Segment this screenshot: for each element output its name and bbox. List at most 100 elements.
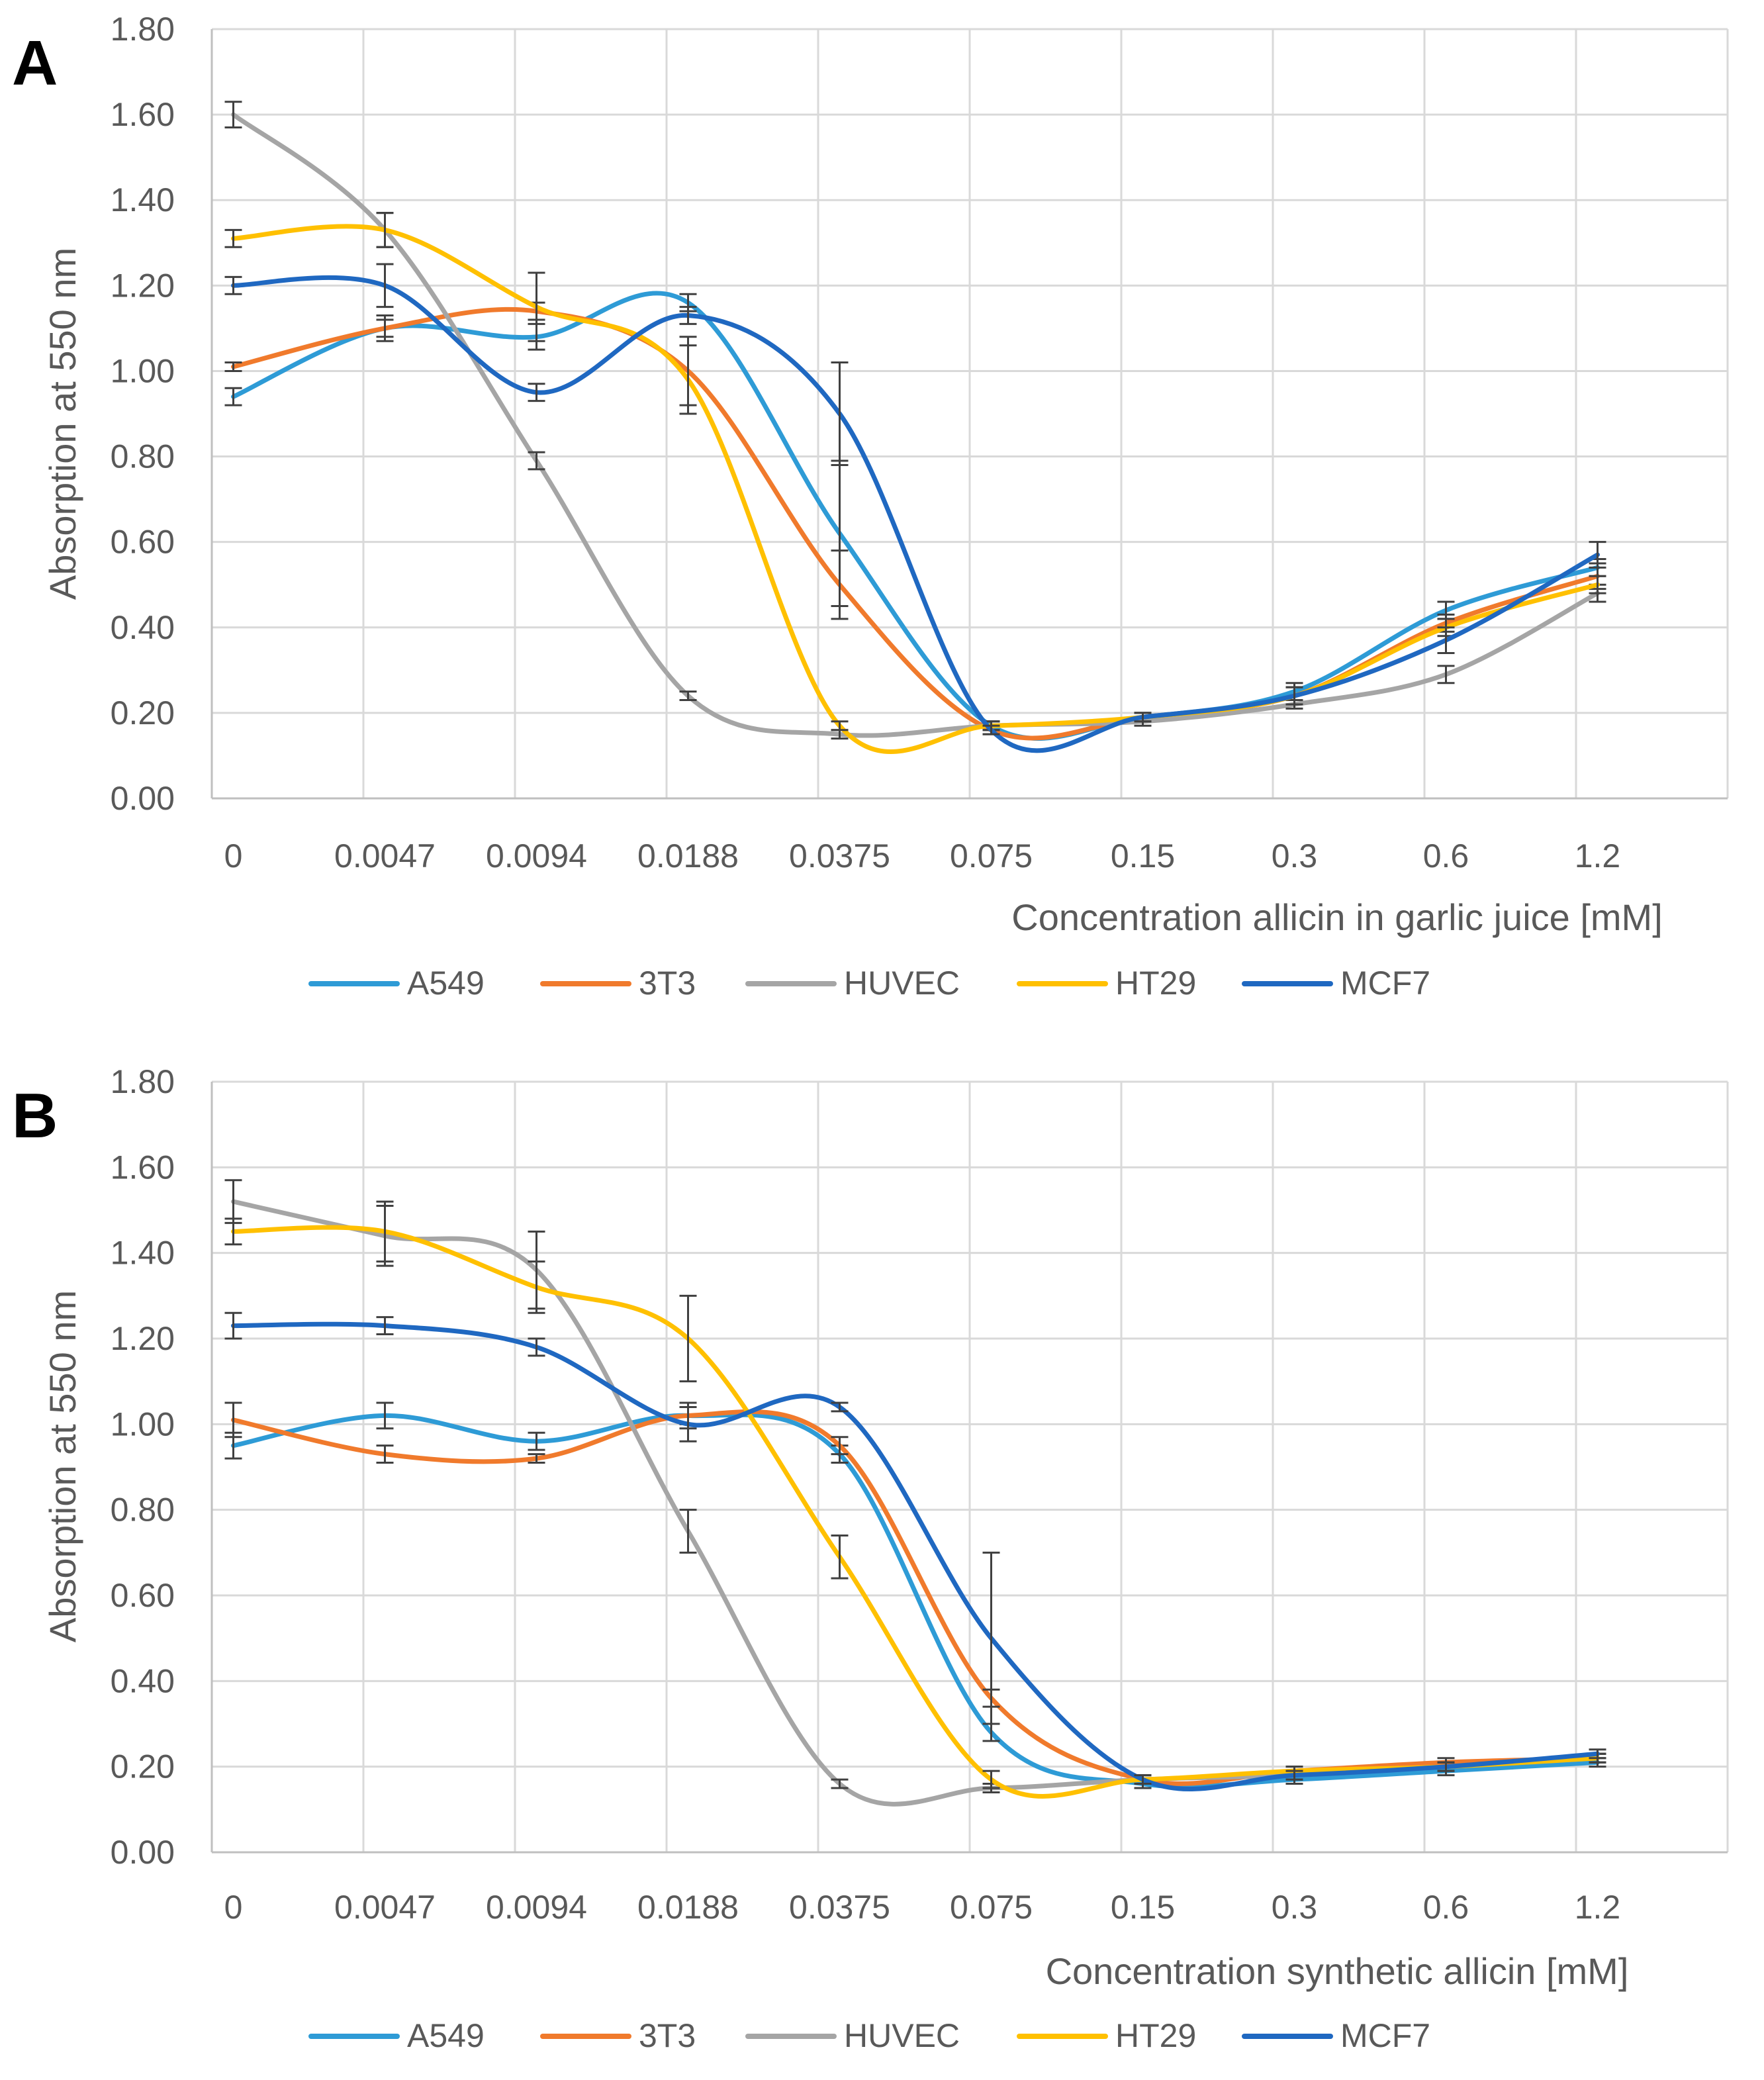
x-tick-label: 0.0188 bbox=[637, 1889, 739, 1926]
legend-label: HUVEC bbox=[844, 2017, 960, 2054]
series-huvec bbox=[224, 1179, 1606, 1807]
x-tick-label: 0.075 bbox=[950, 837, 1033, 875]
y-tick-label: 0.20 bbox=[111, 1748, 175, 1785]
y-tick-label: 0.40 bbox=[111, 609, 175, 646]
y-tick-label: 1.40 bbox=[111, 181, 175, 218]
legend-label: HT29 bbox=[1115, 965, 1196, 1002]
error-bar bbox=[1285, 686, 1303, 706]
series-line-a549 bbox=[231, 291, 1600, 741]
y-tick-label: 0.20 bbox=[111, 694, 175, 732]
x-tick-label: 0.15 bbox=[1111, 837, 1175, 875]
y-tick-label: 0.80 bbox=[111, 438, 175, 475]
error-bar bbox=[679, 344, 697, 415]
error-bar bbox=[224, 1401, 242, 1439]
error-bar bbox=[982, 1770, 1000, 1789]
error-bar bbox=[679, 306, 697, 325]
legend-label: MCF7 bbox=[1340, 2017, 1430, 2054]
series-mcf7 bbox=[224, 263, 1606, 753]
error-bar bbox=[376, 1401, 394, 1430]
y-tick-label: 1.80 bbox=[111, 1063, 175, 1100]
legend-label: HUVEC bbox=[844, 965, 960, 1002]
x-tick-label: 1.2 bbox=[1575, 1889, 1621, 1926]
error-bar bbox=[1437, 665, 1455, 685]
legend-label: MCF7 bbox=[1340, 965, 1430, 1002]
x-tick-label: 0.3 bbox=[1272, 837, 1318, 875]
series-line-huvec bbox=[231, 112, 1600, 738]
error-bar bbox=[224, 1217, 242, 1246]
series-line-mcf7 bbox=[231, 1321, 1600, 1792]
y-tick-label: 0.60 bbox=[111, 524, 175, 561]
series-line-a549 bbox=[231, 1412, 1600, 1789]
x-tick-label: 0.0375 bbox=[789, 1889, 890, 1926]
series-mcf7 bbox=[224, 1311, 1606, 1792]
error-bar bbox=[224, 228, 242, 248]
error-bar bbox=[1589, 541, 1606, 569]
error-bar bbox=[224, 1311, 242, 1340]
error-bar bbox=[1285, 1770, 1303, 1781]
legend-item-huvec: HUVEC bbox=[745, 2017, 960, 2054]
error-bar bbox=[224, 101, 242, 128]
legend-item-3t3: 3T3 bbox=[540, 2017, 696, 2054]
chart-panel-a: 0.000.200.400.600.801.001.201.401.601.80… bbox=[111, 11, 1729, 1002]
error-bar bbox=[1134, 1774, 1152, 1785]
chart-panel-b: 0.000.200.400.600.801.001.201.401.601.80… bbox=[111, 1063, 1729, 2054]
series-line-mcf7 bbox=[231, 275, 1600, 753]
y-tick-label: 1.60 bbox=[111, 96, 175, 133]
y-tick-label: 1.80 bbox=[111, 11, 175, 48]
x-tick-label: 0.0047 bbox=[334, 837, 436, 875]
error-bar bbox=[376, 1200, 394, 1263]
series-line-ht29 bbox=[231, 224, 1600, 754]
error-bar bbox=[679, 1509, 697, 1554]
legend-label: 3T3 bbox=[639, 2017, 696, 2054]
error-bar bbox=[528, 271, 545, 342]
legend-item-a549: A549 bbox=[308, 965, 485, 1002]
series-line-3t3 bbox=[231, 307, 1600, 741]
error-bar bbox=[831, 1778, 849, 1789]
y-tick-label: 1.40 bbox=[111, 1235, 175, 1272]
error-bar bbox=[679, 1294, 697, 1383]
x-tick-label: 0 bbox=[224, 837, 243, 875]
x-tick-label: 0 bbox=[224, 1889, 243, 1926]
legend-item-ht29: HT29 bbox=[1017, 965, 1196, 1002]
series-line-huvec bbox=[231, 1199, 1600, 1807]
error-bar bbox=[1437, 1761, 1455, 1772]
error-bar bbox=[528, 1260, 545, 1314]
series-3t3 bbox=[224, 301, 1606, 741]
error-bar bbox=[376, 314, 394, 342]
error-bar bbox=[982, 1551, 1000, 1725]
error-bar bbox=[528, 451, 545, 471]
error-bar bbox=[1437, 626, 1455, 655]
y-tick-label: 0.40 bbox=[111, 1662, 175, 1699]
x-tick-label: 0.075 bbox=[950, 1889, 1033, 1926]
legend-item-3t3: 3T3 bbox=[540, 965, 696, 1002]
y-tick-label: 1.00 bbox=[111, 1405, 175, 1442]
y-tick-label: 1.20 bbox=[111, 1320, 175, 1357]
y-tick-label: 1.00 bbox=[111, 352, 175, 389]
x-tick-label: 0.15 bbox=[1111, 1889, 1175, 1926]
x-tick-label: 0.6 bbox=[1423, 1889, 1469, 1926]
error-bar bbox=[224, 275, 242, 295]
legend-item-ht29: HT29 bbox=[1017, 2017, 1196, 2054]
x-tick-label: 0.0094 bbox=[486, 837, 587, 875]
error-bar bbox=[831, 1401, 849, 1413]
error-bar bbox=[528, 1431, 545, 1451]
x-tick-label: 0.0094 bbox=[486, 1889, 587, 1926]
x-tick-label: 0.3 bbox=[1272, 1889, 1318, 1926]
x-tick-label: 1.2 bbox=[1575, 837, 1621, 875]
legend-item-huvec: HUVEC bbox=[745, 965, 960, 1002]
error-bar bbox=[376, 1316, 394, 1336]
error-bar bbox=[679, 690, 697, 702]
error-bar bbox=[376, 1444, 394, 1464]
legend-item-mcf7: MCF7 bbox=[1242, 2017, 1430, 2054]
panel-label-b: B bbox=[12, 1080, 58, 1151]
legend-b: A549 3T3 HUVEC HT29 MCF7 bbox=[308, 2017, 1430, 2054]
error-bar bbox=[376, 212, 394, 248]
y-tick-label: 0.80 bbox=[111, 1491, 175, 1529]
error-bar bbox=[831, 720, 849, 732]
x-axis-title-b: Concentration synthetic allicin [mM] bbox=[1046, 1950, 1629, 1992]
error-bar bbox=[679, 1405, 697, 1442]
series-line-ht29 bbox=[231, 1225, 1600, 1799]
error-bar bbox=[528, 1337, 545, 1357]
legend-label: A549 bbox=[407, 2017, 485, 2054]
